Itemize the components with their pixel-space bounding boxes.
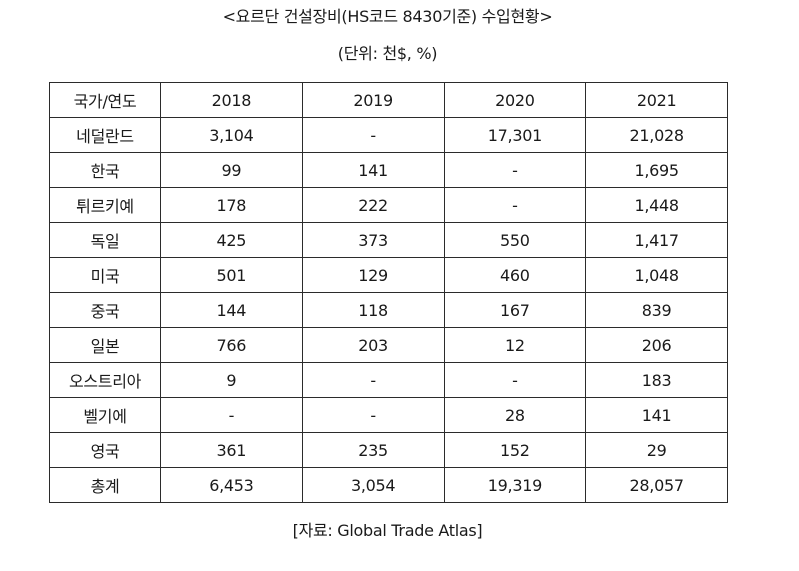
value-cell: 141	[585, 397, 728, 433]
value-cell: 1,448	[585, 187, 728, 223]
value-cell: 222	[301, 187, 445, 223]
value-cell: -	[160, 397, 303, 433]
country-cell: 튀르키예	[49, 187, 161, 223]
value-cell: 9	[160, 362, 303, 398]
country-cell: 네덜란드	[49, 117, 161, 153]
value-cell: 12	[443, 327, 587, 363]
value-cell: 183	[585, 362, 728, 398]
country-cell: 영국	[49, 432, 161, 468]
value-cell: 1,695	[585, 152, 728, 188]
country-cell: 독일	[49, 222, 161, 258]
country-cell: 중국	[49, 292, 161, 328]
total-value-cell: 19,319	[443, 467, 587, 503]
header-2019: 2019	[301, 82, 445, 118]
country-cell: 한국	[49, 152, 161, 188]
value-cell: 129	[301, 257, 445, 293]
value-cell: 203	[301, 327, 445, 363]
value-cell: 235	[301, 432, 445, 468]
table-row: 튀르키예 178 222 - 1,448	[49, 187, 728, 223]
total-value-cell: 28,057	[585, 467, 728, 503]
value-cell: 21,028	[585, 117, 728, 153]
country-cell: 미국	[49, 257, 161, 293]
value-cell: 373	[301, 222, 445, 258]
value-cell: 178	[160, 187, 303, 223]
unit-note: (단위: 천$, %)	[337, 44, 438, 63]
value-cell: 361	[160, 432, 303, 468]
value-cell: 167	[443, 292, 587, 328]
value-cell: 425	[160, 222, 303, 258]
value-cell: 839	[585, 292, 728, 328]
value-cell: -	[301, 117, 445, 153]
table-row: 네덜란드 3,104 - 17,301 21,028	[49, 117, 728, 153]
value-cell: 1,417	[585, 222, 728, 258]
value-cell: 1,048	[585, 257, 728, 293]
value-cell: 766	[160, 327, 303, 363]
table-row: 미국 501 129 460 1,048	[49, 257, 728, 293]
value-cell: 460	[443, 257, 587, 293]
value-cell: 141	[301, 152, 445, 188]
table-row: 영국 361 235 152 29	[49, 432, 728, 468]
value-cell: 29	[585, 432, 728, 468]
header-2018: 2018	[160, 82, 303, 118]
value-cell: 118	[301, 292, 445, 328]
import-table: 국가/연도 2018 2019 2020 2021 네덜란드 3,104 - 1…	[49, 82, 728, 503]
value-cell: 144	[160, 292, 303, 328]
table-row: 한국 99 141 - 1,695	[49, 152, 728, 188]
value-cell: -	[443, 187, 587, 223]
value-cell: -	[443, 152, 587, 188]
value-cell: 206	[585, 327, 728, 363]
value-cell: 28	[443, 397, 587, 433]
value-cell: 550	[443, 222, 587, 258]
total-value-cell: 3,054	[301, 467, 445, 503]
table-title: <요르단 건설장비(HS코드 8430기준) 수입현황>	[222, 7, 553, 26]
value-cell: -	[301, 362, 445, 398]
header-2020: 2020	[443, 82, 587, 118]
value-cell: 152	[443, 432, 587, 468]
table-row: 일본 766 203 12 206	[49, 327, 728, 363]
country-cell: 벨기에	[49, 397, 161, 433]
total-value-cell: 6,453	[160, 467, 303, 503]
table-row: 오스트리아 9 - - 183	[49, 362, 728, 398]
country-cell: 오스트리아	[49, 362, 161, 398]
value-cell: 17,301	[443, 117, 587, 153]
value-cell: -	[301, 397, 445, 433]
header-2021: 2021	[585, 82, 728, 118]
total-label-cell: 총계	[49, 467, 161, 503]
source-note: [자료: Global Trade Atlas]	[292, 521, 483, 540]
table-row: 벨기에 - - 28 141	[49, 397, 728, 433]
table-row: 중국 144 118 167 839	[49, 292, 728, 328]
value-cell: 501	[160, 257, 303, 293]
table-row: 독일 425 373 550 1,417	[49, 222, 728, 258]
country-cell: 일본	[49, 327, 161, 363]
value-cell: 99	[160, 152, 303, 188]
header-country-year: 국가/연도	[49, 82, 161, 118]
header-row: 국가/연도 2018 2019 2020 2021	[49, 82, 728, 118]
value-cell: 3,104	[160, 117, 303, 153]
value-cell: -	[443, 362, 587, 398]
total-row: 총계 6,453 3,054 19,319 28,057	[49, 467, 728, 503]
